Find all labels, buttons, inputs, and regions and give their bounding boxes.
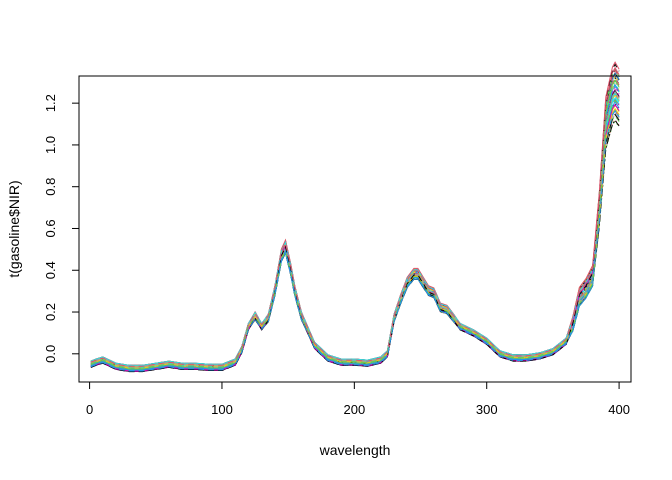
spectrum-line [90,84,620,372]
spectrum-line [90,80,620,372]
spectrum-line [90,100,620,371]
spectrum-line [90,102,620,369]
spectrum-line [90,109,620,372]
spectrum-line [90,69,620,373]
spectrum-line [90,93,620,368]
spectrum-line [90,89,620,372]
spectrum-line [90,111,620,368]
spectrum-line [90,103,620,372]
spectrum-line [90,83,620,367]
spectrum-line [90,85,620,371]
spectrum-line [90,99,620,369]
y-tick-label: 0.4 [43,261,58,279]
y-tick-label: 0.8 [43,178,58,196]
spectrum-line [90,63,620,367]
spectrum-line [90,72,620,366]
spectrum-line [90,68,620,372]
x-axis-title: wavelength [319,442,391,458]
spectrum-line [90,97,620,366]
spectrum-line [90,120,620,372]
spectrum-line [90,79,620,370]
y-axis-title: t(gasoline$NIR) [6,180,22,277]
spectrum-line [90,92,620,367]
spectrum-line [90,61,620,366]
spectrum-line [90,83,620,371]
spectrum-line [90,95,620,372]
x-axis: 0 100 200 300 400 [86,381,630,417]
spectrum-line [90,79,620,369]
spectrum-line [90,69,620,367]
spectrum-line [90,90,620,367]
spectrum-line [90,74,620,373]
spectrum-line [90,108,620,372]
x-tick-label: 100 [211,402,233,417]
spectrum-line [90,79,620,372]
spectrum-line [90,86,620,372]
spectrum-line [90,71,620,368]
spectrum-line [90,94,620,368]
spectrum-line [90,84,620,368]
spectrum-line [90,104,620,367]
spectrum-line [90,91,620,366]
spectrum-line [90,91,620,372]
spectrum-line [90,91,620,367]
x-tick-label: 0 [86,402,93,417]
y-tick-label: 1.2 [43,94,58,112]
x-tick-label: 300 [476,402,498,417]
spectrum-line [90,78,620,366]
spectrum-line [90,118,620,368]
spectrum-line [90,66,620,371]
series-lines [90,61,620,373]
y-tick-label: 0.6 [43,219,58,237]
spectrum-line [90,98,620,371]
x-tick-label: 400 [608,402,630,417]
y-tick-label: 0.2 [43,303,58,321]
spectrum-line [90,90,620,370]
spectrum-line [90,114,620,371]
spectrum-line [90,113,620,371]
spectrum-line [90,83,620,370]
spectrum-line [90,113,620,370]
spectrum-line [90,110,620,367]
spectrum-line [90,74,620,367]
y-tick-label: 1.0 [43,136,58,154]
y-axis: 0.0 0.2 0.4 0.6 0.8 1.0 1.2 [43,94,80,363]
spectrum-line [90,103,620,372]
plot-frame [78,75,632,383]
spectrum-line [90,75,620,366]
spectrum-line [90,107,620,369]
spectrum-line [90,119,620,370]
y-tick-label: 0.0 [43,345,58,363]
x-tick-label: 200 [343,402,365,417]
spectrum-line [90,104,620,368]
spectrum-line [90,109,620,369]
spectrum-line [90,77,620,366]
spectrum-line [90,76,620,367]
spectrum-line [90,88,620,369]
spectrum-line [90,84,620,370]
spectrum-line [90,108,620,366]
spectrum-line [90,98,620,372]
